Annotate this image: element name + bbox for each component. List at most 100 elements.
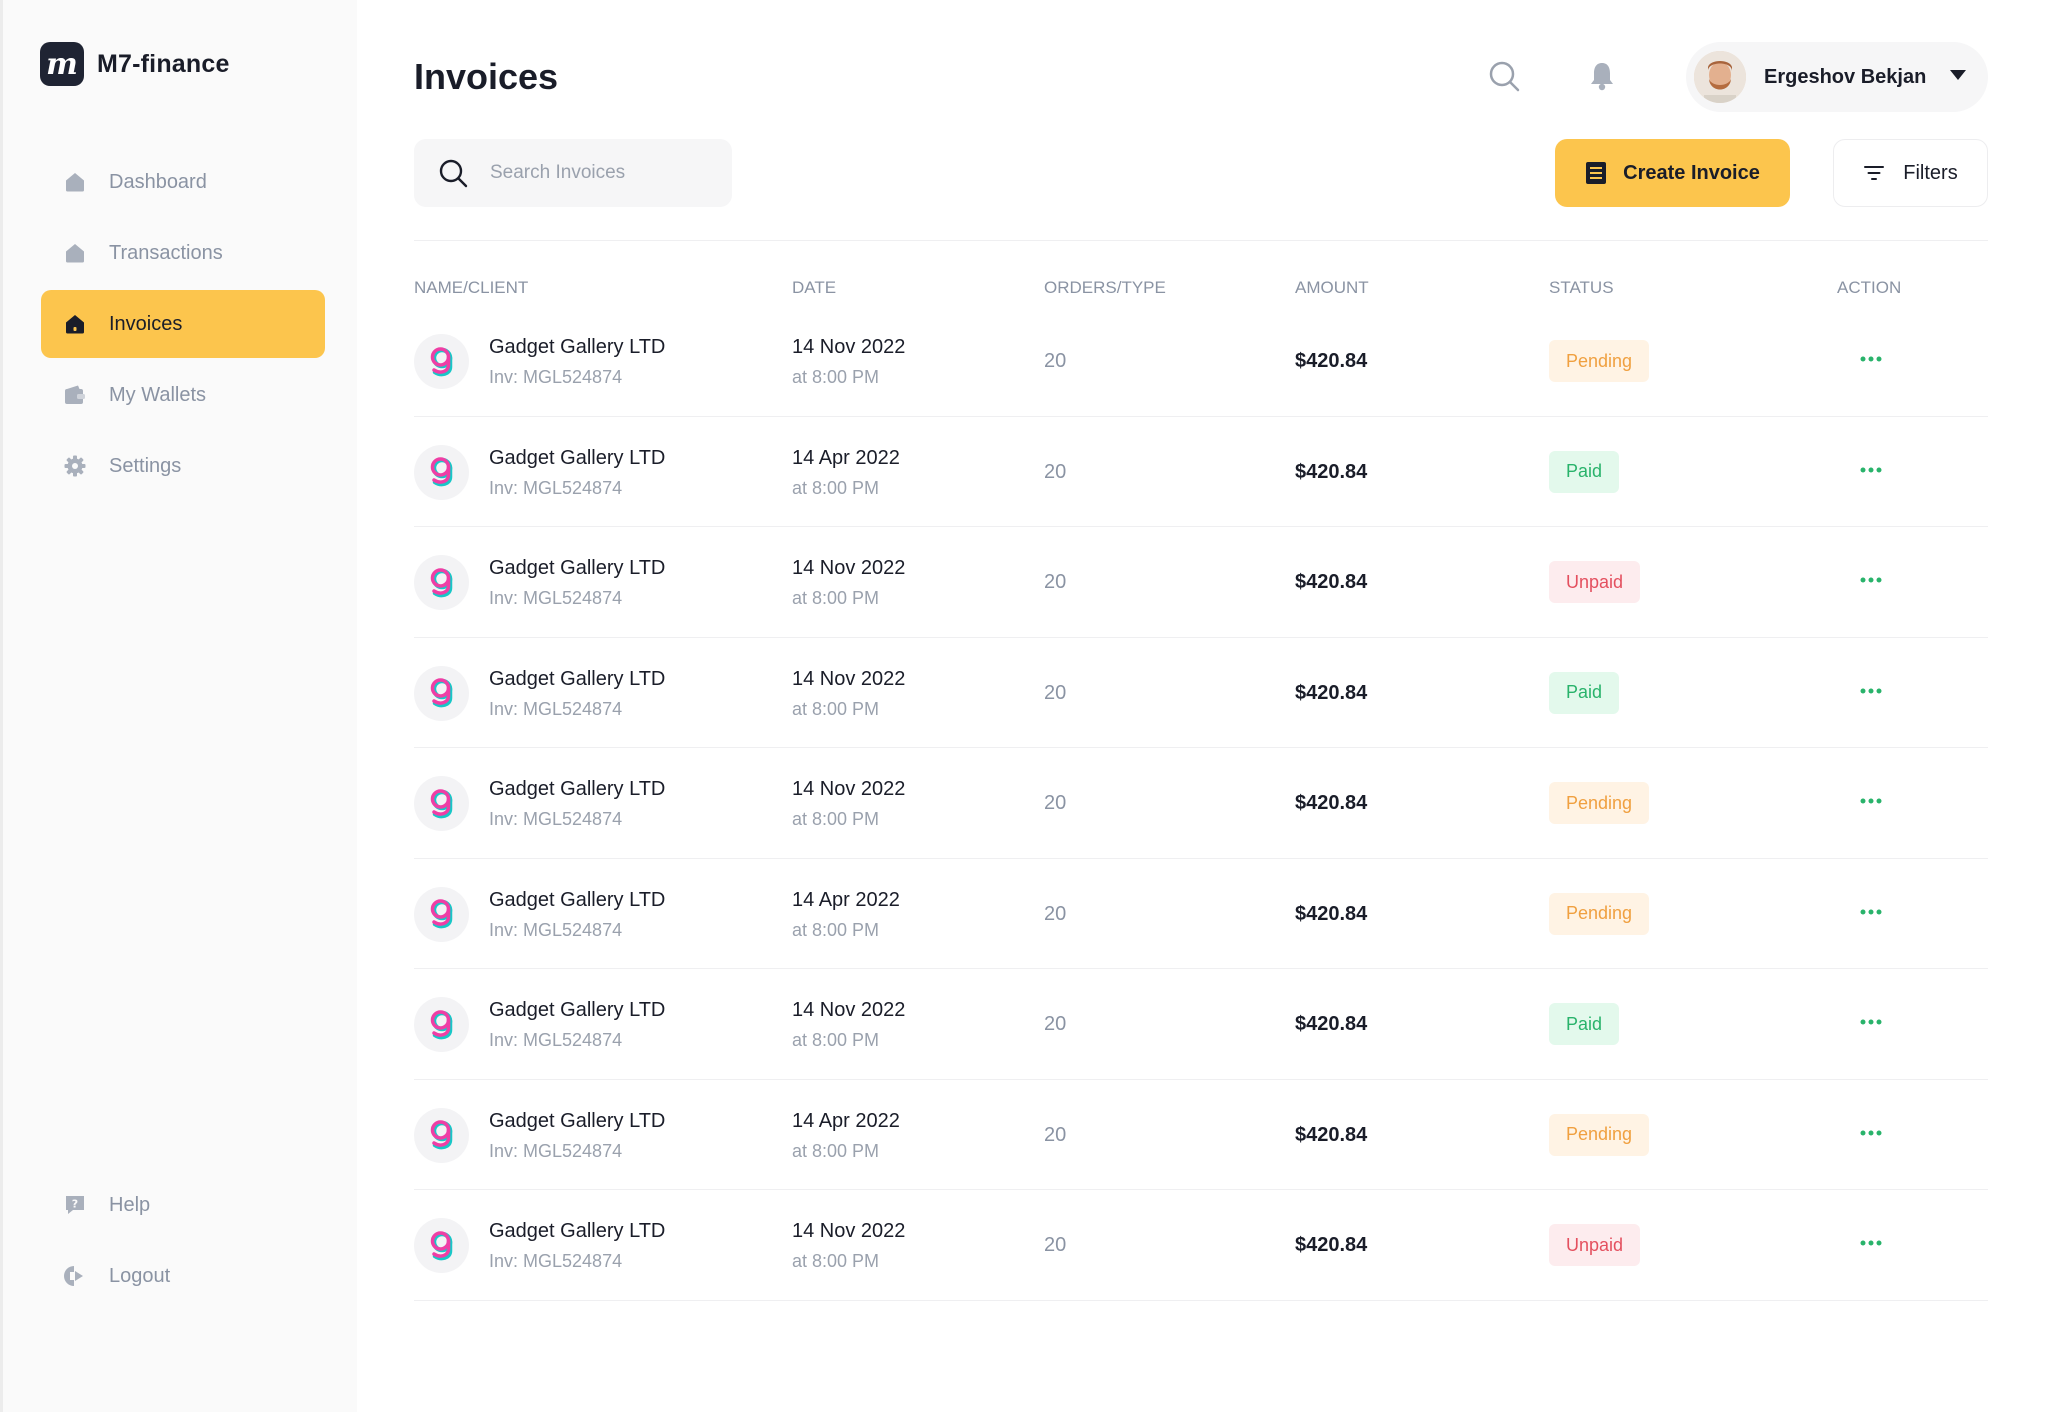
invoice-amount: $420.84 xyxy=(1295,1234,1368,1256)
client-name: Gadget Gallery LTD xyxy=(489,999,666,1021)
orders-count: 20 xyxy=(1044,681,1067,704)
create-invoice-button[interactable]: Create Invoice xyxy=(1555,139,1790,207)
sidebar-item-help[interactable]: ? Help xyxy=(41,1171,325,1239)
invoice-amount: $420.84 xyxy=(1295,571,1368,593)
more-actions-button[interactable] xyxy=(1856,897,1886,927)
wallet-icon xyxy=(63,383,87,407)
sidebar-item-my-wallets[interactable]: My Wallets xyxy=(41,361,325,429)
client-name: Gadget Gallery LTD xyxy=(489,888,666,911)
orders-count: 20 xyxy=(1044,902,1067,925)
status-badge: Pending xyxy=(1549,1113,1650,1156)
invoice-amount: $420.84 xyxy=(1295,902,1368,925)
orders-count: 20 xyxy=(1044,350,1067,372)
status-badge: Paid xyxy=(1549,1003,1620,1045)
sidebar-item-label: My Wallets xyxy=(109,383,207,406)
home-icon xyxy=(63,312,87,336)
client-logo xyxy=(414,334,469,389)
table-row[interactable]: Gadget Gallery LTD Inv: MGL524874 14 Nov… xyxy=(414,748,1988,859)
search-icon[interactable] xyxy=(1488,60,1520,92)
invoice-amount: $420.84 xyxy=(1295,681,1368,704)
invoice-time: at 8:00 PM xyxy=(792,1251,880,1271)
sidebar-bottom-nav: ? Help Logout xyxy=(41,1171,325,1313)
avatar xyxy=(1694,51,1746,103)
invoice-time: at 8:00 PM xyxy=(792,1030,880,1050)
table-row[interactable]: Gadget Gallery LTD Inv: MGL524874 14 Apr… xyxy=(414,417,1988,527)
invoice-date: 14 Nov 2022 xyxy=(792,778,906,800)
sidebar: m M7-finance Dashboard Transactions Invo… xyxy=(0,0,357,1412)
invoice-time: at 8:00 PM xyxy=(792,919,880,940)
sidebar-item-invoices[interactable]: Invoices xyxy=(41,290,325,358)
invoice-time: at 8:00 PM xyxy=(792,809,880,829)
bell-icon[interactable] xyxy=(1587,60,1617,92)
orders-count: 20 xyxy=(1044,460,1067,483)
orders-count: 20 xyxy=(1044,792,1067,814)
status-badge: Pending xyxy=(1549,782,1650,824)
client-name: Gadget Gallery LTD xyxy=(489,778,666,800)
invoice-amount: $420.84 xyxy=(1295,1123,1368,1146)
table-row[interactable]: Gadget Gallery LTD Inv: MGL524874 14 Nov… xyxy=(414,527,1988,638)
invoice-number: Inv: MGL524874 xyxy=(489,1251,623,1271)
invoice-amount: $420.84 xyxy=(1295,1013,1368,1035)
invoice-number: Inv: MGL524874 xyxy=(489,1030,623,1050)
more-actions-button[interactable] xyxy=(1856,455,1886,485)
more-icon xyxy=(1860,577,1882,583)
table-row[interactable]: Gadget Gallery LTD Inv: MGL524874 14 Apr… xyxy=(414,1080,1988,1190)
sidebar-item-dashboard[interactable]: Dashboard xyxy=(41,148,325,216)
filters-button[interactable]: Filters xyxy=(1833,139,1988,207)
home-icon xyxy=(63,241,87,265)
table-header: NAME/CLIENT DATE ORDERS/TYPE AMOUNT STAT… xyxy=(414,278,1988,302)
logout-icon xyxy=(63,1264,87,1288)
sidebar-item-label: Transactions xyxy=(109,241,223,264)
page-title: Invoices xyxy=(414,56,559,97)
more-actions-button[interactable] xyxy=(1856,565,1886,595)
chevron-down-icon[interactable] xyxy=(1950,70,1966,80)
status-badge: Unpaid xyxy=(1549,561,1641,603)
more-actions-button[interactable] xyxy=(1856,1007,1886,1037)
more-actions-button[interactable] xyxy=(1856,786,1886,816)
client-logo xyxy=(414,997,469,1052)
orders-count: 20 xyxy=(1044,1013,1067,1035)
brand[interactable]: m M7-finance xyxy=(40,42,230,86)
sidebar-item-label: Dashboard xyxy=(109,170,207,193)
search-bar xyxy=(414,139,732,207)
client-logo xyxy=(414,665,469,721)
more-actions-button[interactable] xyxy=(1856,1118,1886,1148)
table-row[interactable]: Gadget Gallery LTD Inv: MGL524874 14 Nov… xyxy=(414,1190,1988,1301)
table-row[interactable]: Gadget Gallery LTD Inv: MGL524874 14 Nov… xyxy=(414,969,1988,1080)
status-badge: Paid xyxy=(1549,671,1620,714)
more-icon xyxy=(1860,467,1882,472)
client-logo xyxy=(414,776,469,831)
invoice-date: 14 Apr 2022 xyxy=(792,446,900,469)
user-name: Ergeshov Bekjan xyxy=(1764,65,1927,88)
more-icon xyxy=(1860,356,1882,362)
sidebar-item-label: Logout xyxy=(109,1264,171,1287)
client-logo xyxy=(414,444,469,500)
client-logo xyxy=(414,1218,469,1273)
table-row[interactable]: Gadget Gallery LTD Inv: MGL524874 14 Apr… xyxy=(414,859,1988,969)
invoice-number: Inv: MGL524874 xyxy=(489,477,623,498)
sidebar-item-label: Help xyxy=(109,1193,151,1216)
column-header-orders: ORDERS/TYPE xyxy=(1044,278,1166,297)
sidebar-item-settings[interactable]: Settings xyxy=(41,432,325,500)
create-invoice-label: Create Invoice xyxy=(1623,161,1760,184)
table-row[interactable]: Gadget Gallery LTD Inv: MGL524874 14 Nov… xyxy=(414,306,1988,417)
invoice-date: 14 Nov 2022 xyxy=(792,1220,906,1242)
table-row[interactable]: Gadget Gallery LTD Inv: MGL524874 14 Nov… xyxy=(414,638,1988,748)
sidebar-item-logout[interactable]: Logout xyxy=(41,1242,325,1310)
more-actions-button[interactable] xyxy=(1856,676,1886,706)
client-name: Gadget Gallery LTD xyxy=(489,1220,666,1242)
client-name: Gadget Gallery LTD xyxy=(489,667,666,690)
search-input[interactable] xyxy=(490,162,710,184)
orders-count: 20 xyxy=(1044,1234,1067,1256)
invoice-icon xyxy=(1586,162,1607,184)
sidebar-item-label: Settings xyxy=(109,454,182,477)
sidebar-item-label: Invoices xyxy=(109,312,183,335)
sidebar-item-transactions[interactable]: Transactions xyxy=(41,219,325,287)
column-header-name: NAME/CLIENT xyxy=(414,278,529,297)
more-actions-button[interactable] xyxy=(1856,1228,1886,1258)
user-menu[interactable]: Ergeshov Bekjan xyxy=(1686,42,1988,112)
home-icon xyxy=(63,170,87,194)
more-icon xyxy=(1860,688,1882,693)
more-actions-button[interactable] xyxy=(1856,344,1886,374)
invoice-number: Inv: MGL524874 xyxy=(489,809,623,829)
